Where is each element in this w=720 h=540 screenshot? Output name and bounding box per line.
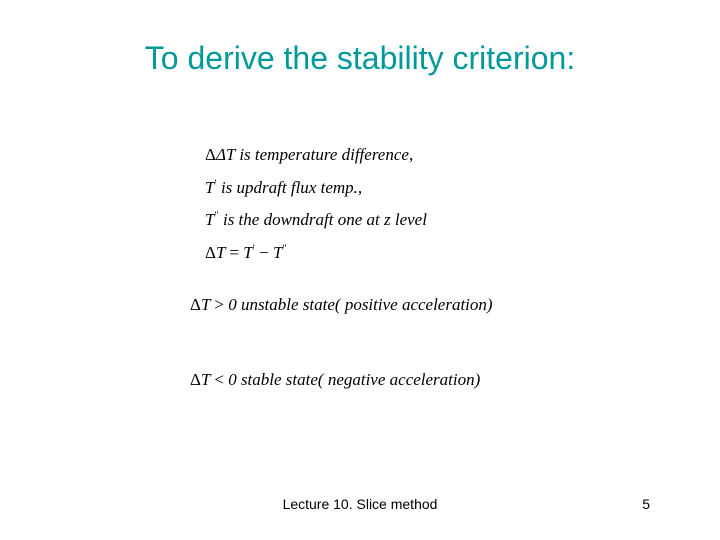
delta-t-symbol: Δ xyxy=(205,145,216,164)
eq-lhs: T = T xyxy=(216,243,253,262)
stable-text: stable state( negative acceleration) xyxy=(237,370,481,389)
delta-symbol-4: Δ xyxy=(190,370,201,389)
slide-title: To derive the stability criterion: xyxy=(0,40,720,77)
def2-text: is updraft flux temp., xyxy=(217,178,362,197)
stable-condition: ΔT < 0 stable state( negative accelerati… xyxy=(190,370,480,390)
definition-line-1: ΔΔT is temperature difference, xyxy=(205,140,427,171)
def1-comma: , xyxy=(409,145,413,164)
eq-sup2: ″ xyxy=(282,243,286,254)
definitions-block: ΔΔT is temperature difference, T′ is upd… xyxy=(205,140,427,270)
slide: To derive the stability criterion: ΔΔT i… xyxy=(0,0,720,540)
definition-line-4: ΔT = T′ − T″ xyxy=(205,238,427,269)
t-double-prime-symbol: T″ xyxy=(205,210,219,229)
footer-text: Lecture 10. Slice method xyxy=(0,496,720,512)
delta-symbol-2: Δ xyxy=(205,243,216,262)
unstable-text: unstable state( positive acceleration) xyxy=(237,295,493,314)
eq-mid: − T xyxy=(255,243,283,262)
unstable-condition: ΔT > 0 unstable state( positive accelera… xyxy=(190,295,493,315)
unstable-sym: T > 0 xyxy=(201,295,237,314)
delta-symbol-3: Δ xyxy=(190,295,201,314)
def1-text: ΔT is temperature difference xyxy=(216,145,409,164)
def3-text: is the downdraft one at z level xyxy=(219,210,427,229)
t-prime-symbol: T′ xyxy=(205,178,217,197)
definition-line-3: T″ is the downdraft one at z level xyxy=(205,205,427,236)
page-number: 5 xyxy=(642,496,650,512)
definition-line-2: T′ is updraft flux temp., xyxy=(205,173,427,204)
stable-sym: T < 0 xyxy=(201,370,237,389)
